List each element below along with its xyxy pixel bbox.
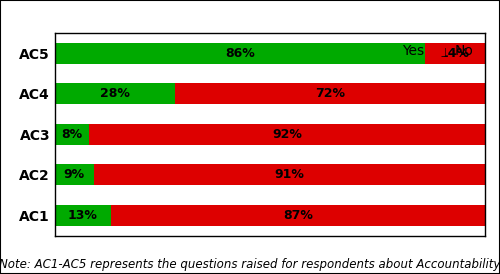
Text: 13%: 13%: [68, 209, 98, 222]
Bar: [55, 164, 94, 185]
Bar: [55, 83, 176, 104]
Text: 86%: 86%: [225, 47, 255, 60]
Text: 8%: 8%: [62, 128, 83, 141]
Text: 28%: 28%: [100, 87, 130, 100]
Text: Note: AC1-AC5 represents the questions raised for respondents about Accountabili: Note: AC1-AC5 represents the questions r…: [0, 258, 500, 271]
Text: 91%: 91%: [274, 168, 304, 181]
Text: 9%: 9%: [64, 168, 85, 181]
Text: 14%: 14%: [440, 47, 470, 60]
Bar: [176, 83, 485, 104]
Bar: [55, 205, 111, 226]
Text: 92%: 92%: [272, 128, 302, 141]
Bar: [55, 43, 425, 64]
Bar: [111, 205, 485, 226]
Text: 87%: 87%: [283, 209, 313, 222]
Text: 72%: 72%: [315, 87, 345, 100]
Bar: [55, 124, 90, 145]
Bar: [94, 164, 485, 185]
Bar: [90, 124, 485, 145]
Bar: [425, 43, 485, 64]
Legend: Yes, No: Yes, No: [374, 40, 478, 62]
